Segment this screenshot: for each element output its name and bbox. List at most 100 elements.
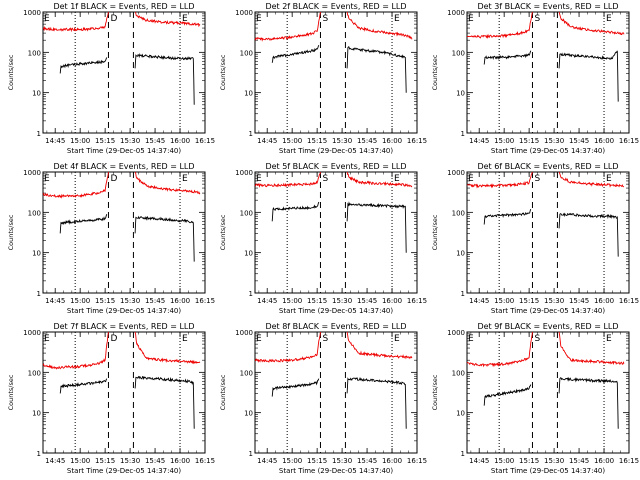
chart-panel-5: Det 5f BLACK = Events, RED = LLD 1 10 100 10… — [219, 162, 427, 315]
x-tick-label: 15:30 — [332, 137, 352, 145]
y-axis-label: Counts/sec — [431, 214, 439, 250]
series-lld-line — [254, 11, 321, 42]
chart-title: Det 1f BLACK = Events, RED = LLD — [53, 2, 194, 11]
chart-panel-2: Det 2f BLACK = Events, RED = LLD 1 10 100 10… — [219, 2, 427, 155]
x-tick-label: 14:45 — [257, 137, 277, 145]
chart-panel-6: Det 6f BLACK = Events, RED = LLD 1 10 100 10… — [431, 162, 639, 315]
y-tick-label: 10 — [32, 250, 41, 258]
series-events-line — [483, 208, 532, 225]
y-tick-label: 1 — [37, 130, 41, 138]
x-tick-label: 16:00 — [382, 297, 402, 305]
series-lld-line — [254, 331, 321, 363]
y-tick-label: 100 — [452, 209, 465, 217]
series-events-line — [59, 57, 108, 74]
y-tick-label: 1 — [249, 130, 253, 138]
x-tick-label: 15:45 — [569, 297, 589, 305]
y-tick-label: 10 — [456, 250, 465, 258]
x-tick-label: 15:00 — [70, 137, 90, 145]
time-marker-label: E — [468, 174, 474, 184]
x-tick-label: 16:15 — [195, 137, 215, 145]
x-tick-label: 15:00 — [494, 457, 514, 465]
series-events-line — [558, 212, 619, 257]
y-tick-label: 1000 — [23, 329, 41, 337]
y-tick-label: 1000 — [235, 169, 253, 177]
series-lld-line — [346, 331, 413, 360]
time-marker-label: S — [534, 334, 540, 344]
series-lld-line — [134, 171, 201, 195]
x-tick-label: 14:45 — [45, 297, 65, 305]
x-tick-label: 15:15 — [95, 457, 115, 465]
y-tick-label: 1000 — [235, 329, 253, 337]
y-tick-label: 100 — [240, 209, 253, 217]
x-tick-label: 15:30 — [332, 297, 352, 305]
x-tick-label: 15:00 — [282, 457, 302, 465]
series-events-line — [271, 45, 320, 63]
x-tick-label: 15:00 — [70, 297, 90, 305]
series-lld-line — [558, 171, 625, 188]
series-events-line — [558, 50, 619, 102]
x-tick-label: 15:00 — [494, 297, 514, 305]
x-axis-label: Start Time (29-Dec-05 14:37:40) — [279, 147, 393, 155]
time-marker-label: E — [256, 14, 262, 24]
x-tick-label: 16:15 — [619, 457, 639, 465]
x-tick-label: 16:00 — [382, 137, 402, 145]
time-marker-label: E — [182, 174, 188, 184]
time-marker-label: E — [256, 174, 262, 184]
x-tick-label: 15:45 — [569, 137, 589, 145]
time-marker-label: E — [606, 174, 612, 184]
chart-panel-8: Det 8f BLACK = Events, RED = LLD 1 10 100 10… — [219, 322, 427, 475]
time-marker-label: E — [468, 14, 474, 24]
x-tick-label: 15:15 — [307, 137, 327, 145]
time-marker-label: S — [322, 334, 328, 344]
time-marker-label: D — [110, 174, 117, 184]
x-tick-label: 16:15 — [407, 137, 427, 145]
series-lld-line — [134, 331, 201, 365]
y-tick-label: 10 — [244, 410, 253, 418]
y-tick-label: 1000 — [447, 9, 465, 17]
y-tick-label: 100 — [28, 209, 41, 217]
series-lld-line — [42, 11, 109, 33]
y-tick-label: 100 — [452, 49, 465, 57]
y-tick-label: 1 — [37, 290, 41, 298]
x-tick-label: 16:15 — [619, 137, 639, 145]
x-tick-label: 15:15 — [95, 297, 115, 305]
x-tick-label: 15:45 — [145, 137, 165, 145]
time-marker-label: D — [110, 14, 117, 24]
x-tick-label: 15:15 — [519, 457, 539, 465]
x-tick-label: 14:45 — [469, 137, 489, 145]
chart-panel-1: Det 1f BLACK = Events, RED = LLD 1 10 100 10… — [7, 2, 215, 155]
y-axis-label: Counts/sec — [431, 54, 439, 90]
x-tick-label: 15:00 — [494, 137, 514, 145]
x-tick-label: 15:45 — [145, 297, 165, 305]
y-axis-label: Counts/sec — [7, 214, 15, 250]
series-events-line — [271, 201, 320, 222]
series-lld-line — [42, 331, 109, 370]
x-axis-label: Start Time (29-Dec-05 14:37:40) — [491, 467, 605, 475]
plot-frame — [466, 11, 630, 134]
x-tick-label: 15:30 — [120, 457, 140, 465]
x-tick-label: 15:15 — [519, 297, 539, 305]
plot-frame — [42, 171, 206, 294]
time-marker-label: E — [606, 14, 612, 24]
time-marker-label: S — [534, 174, 540, 184]
plot-frame — [254, 331, 418, 454]
series-events-line — [558, 376, 619, 429]
series-lld-line — [558, 331, 625, 366]
chart-panel-9: Det 9f BLACK = Events, RED = LLD 1 10 100 10… — [431, 322, 639, 475]
chart-panel-3: Det 3f BLACK = Events, RED = LLD 1 10 100 10… — [431, 2, 639, 155]
x-axis-label: Start Time (29-Dec-05 14:37:40) — [491, 147, 605, 155]
y-tick-label: 1 — [37, 450, 41, 458]
chart-title: Det 4f BLACK = Events, RED = LLD — [53, 162, 194, 171]
x-tick-label: 16:00 — [170, 297, 190, 305]
time-marker-label: E — [394, 174, 400, 184]
time-marker-label: E — [182, 334, 188, 344]
y-tick-label: 10 — [32, 90, 41, 98]
x-tick-label: 15:15 — [95, 137, 115, 145]
time-marker-label: S — [322, 14, 328, 24]
time-marker-label: E — [394, 334, 400, 344]
chart-title: Det 8f BLACK = Events, RED = LLD — [265, 322, 406, 331]
x-tick-label: 15:45 — [569, 457, 589, 465]
time-marker-label: E — [44, 174, 50, 184]
x-axis-label: Start Time (29-Dec-05 14:37:40) — [491, 307, 605, 315]
